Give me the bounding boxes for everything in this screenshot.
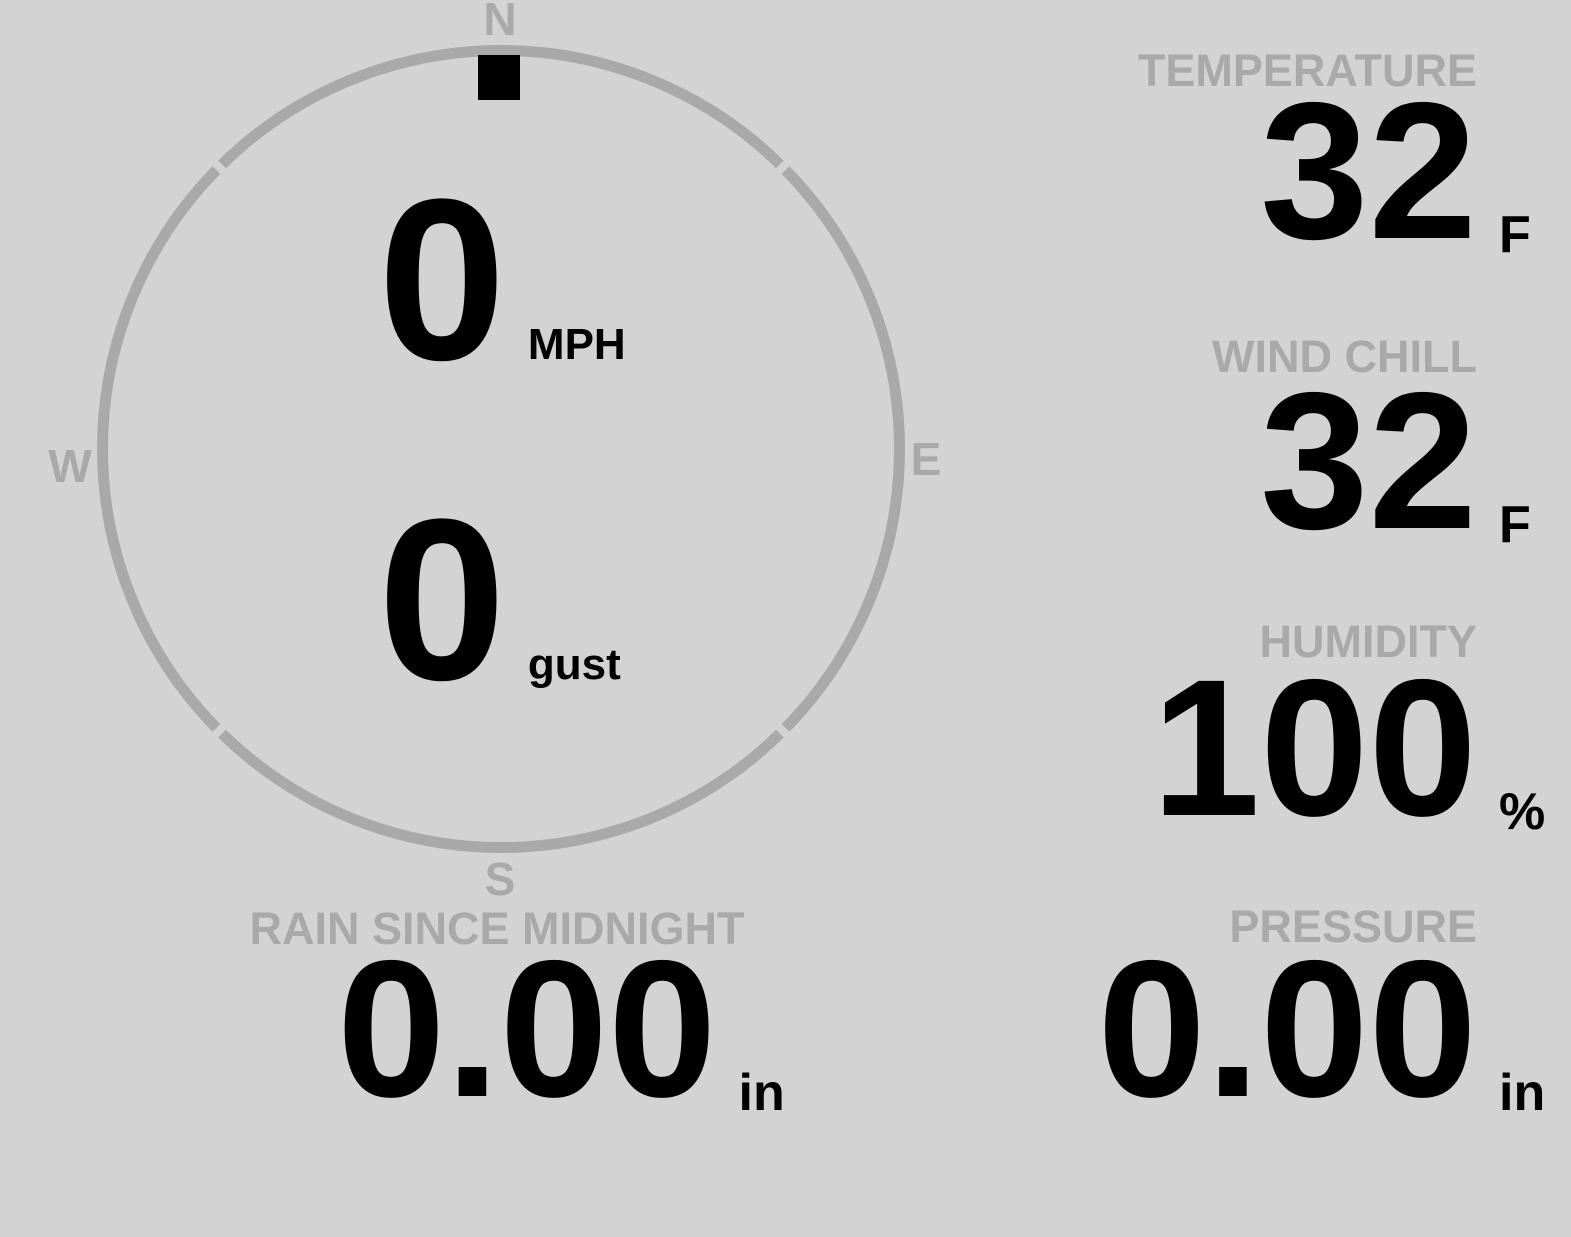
wind-chill-readout: 32 F: [1260, 364, 1531, 559]
compass-label-east: E: [910, 433, 942, 485]
wind-chill-label: WIND CHILL: [1212, 331, 1477, 382]
humidity-unit: %: [1499, 783, 1546, 841]
compass-label-north: N: [483, 0, 517, 45]
rain-since-midnight-label: RAIN SINCE MIDNIGHT: [249, 903, 745, 954]
pressure-unit: in: [1499, 1064, 1546, 1122]
wind-chill-value: 32: [1260, 352, 1477, 570]
temperature-unit: F: [1499, 206, 1531, 264]
rain-since-midnight-value: 0.00: [337, 920, 717, 1138]
temperature-label: TEMPERATURE: [1137, 45, 1477, 96]
humidity-readout: 100 %: [1152, 651, 1546, 846]
wind-speed-readout: 0 MPH: [378, 165, 626, 395]
rain-since-midnight-unit: in: [738, 1064, 785, 1122]
rain-since-midnight-readout: 0.00 in: [337, 932, 785, 1127]
pressure-label: PRESSURE: [1229, 901, 1477, 952]
compass-label-south: S: [484, 853, 516, 905]
pressure-value: 0.00: [1097, 920, 1477, 1138]
compass-label-west: W: [48, 440, 92, 492]
wind-gust-value: 0: [378, 471, 506, 728]
wind-gust-unit: gust: [527, 640, 621, 689]
compass-ring: [97, 45, 905, 853]
wind-speed-unit: MPH: [527, 320, 626, 369]
wind-chill-unit: F: [1499, 496, 1531, 554]
pressure-readout: 0.00 in: [1097, 932, 1545, 1127]
temperature-readout: 32 F: [1260, 74, 1531, 269]
wind-speed-value: 0: [378, 151, 506, 408]
humidity-label: HUMIDITY: [1259, 616, 1478, 667]
wind-gust-readout: 0 gust: [378, 485, 621, 715]
humidity-value: 100: [1151, 639, 1477, 857]
temperature-value: 32: [1260, 62, 1477, 280]
wind-direction-marker-icon: [478, 55, 520, 100]
